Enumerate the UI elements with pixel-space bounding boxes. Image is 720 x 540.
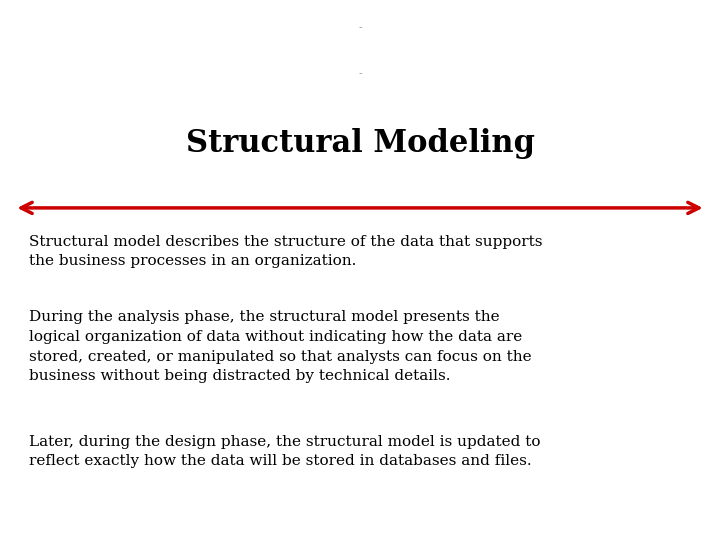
Text: -: - <box>359 22 361 32</box>
Text: During the analysis phase, the structural model presents the
logical organizatio: During the analysis phase, the structura… <box>29 310 531 383</box>
Text: Structural model describes the structure of the data that supports
the business : Structural model describes the structure… <box>29 235 542 268</box>
Text: Later, during the design phase, the structural model is updated to
reflect exact: Later, during the design phase, the stru… <box>29 435 540 468</box>
Text: Structural Modeling: Structural Modeling <box>186 127 534 159</box>
Text: -: - <box>359 68 361 78</box>
